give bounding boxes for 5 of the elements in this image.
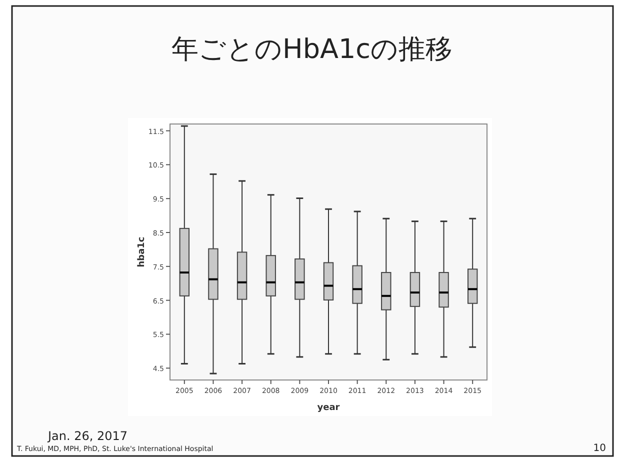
text: Jan. 26, 2017	[47, 429, 128, 443]
chart-title: 年ごとのHbA1cの推移	[172, 34, 452, 65]
y-axis-title: hba1c	[137, 236, 147, 268]
text: 10	[593, 443, 606, 454]
x-axis-title: year	[317, 403, 340, 413]
